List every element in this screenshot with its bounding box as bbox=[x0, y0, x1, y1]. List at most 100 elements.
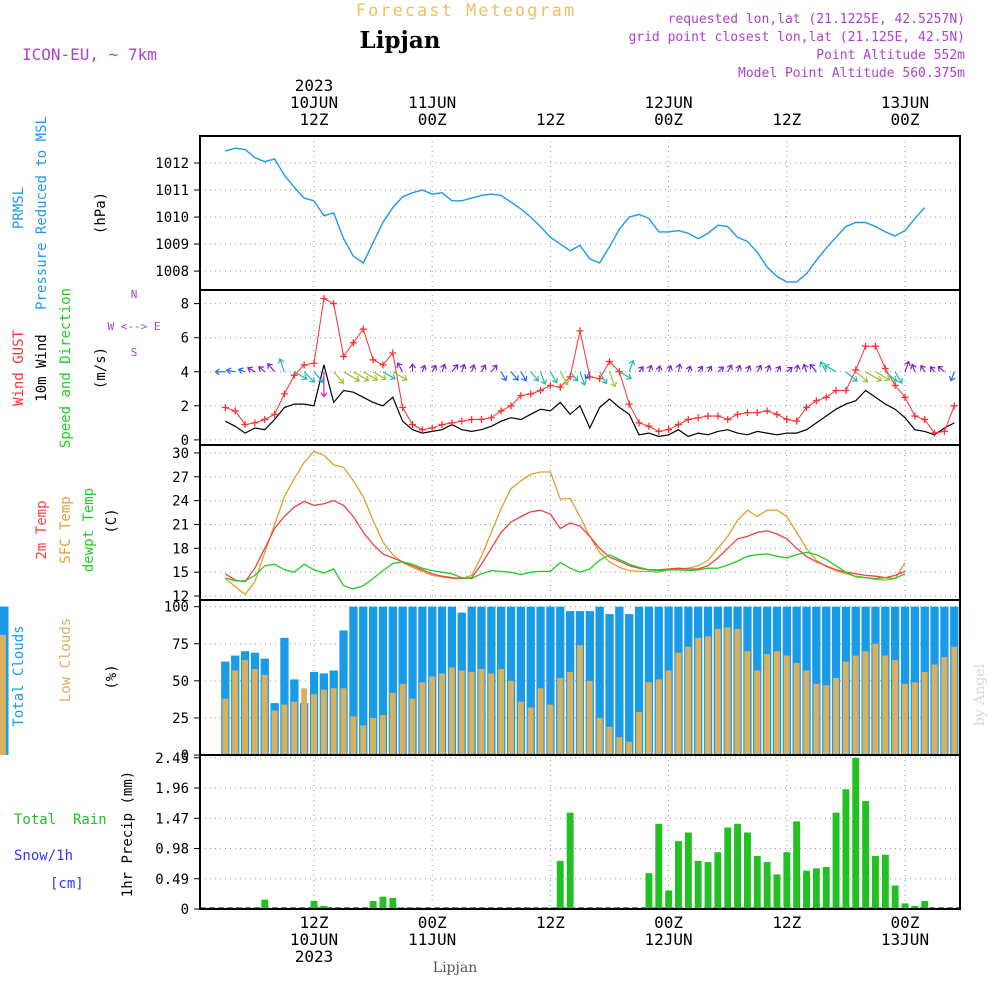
gust-marker bbox=[251, 419, 259, 427]
low-clouds-bar bbox=[882, 655, 889, 755]
total-clouds-bar bbox=[595, 606, 604, 755]
wind-direction-arrow bbox=[451, 364, 459, 373]
total-clouds-bar bbox=[418, 606, 427, 755]
sfc-temp-label: SFC Temp bbox=[58, 496, 74, 563]
total-clouds-bar bbox=[605, 614, 614, 755]
rain-bar bbox=[675, 841, 682, 909]
low-clouds-bar bbox=[399, 683, 406, 755]
wind-direction-arrow bbox=[277, 358, 285, 373]
snow-label: Snow/1h bbox=[14, 848, 73, 864]
gust-marker bbox=[891, 381, 899, 389]
rain-bar bbox=[310, 901, 318, 909]
gust-marker bbox=[625, 400, 633, 408]
wind-direction-arrow bbox=[875, 371, 891, 382]
clouds-ytick-label: 0 bbox=[181, 748, 189, 764]
temp2m-line bbox=[224, 499, 906, 583]
rain-bar bbox=[812, 868, 820, 909]
rain-bar bbox=[891, 885, 899, 909]
total-clouds-bar bbox=[625, 614, 634, 755]
top-time-label: 00Z bbox=[654, 110, 683, 129]
wind-direction-arrow bbox=[937, 365, 945, 373]
wind-direction-arrow bbox=[409, 363, 416, 372]
rain-bar bbox=[822, 867, 830, 909]
low-clouds-bar bbox=[271, 710, 278, 755]
total-clouds-bar bbox=[812, 606, 821, 755]
gust-marker bbox=[901, 393, 909, 401]
pressure-ytick-label: 1008 bbox=[155, 264, 189, 280]
wind-direction-arrow bbox=[313, 371, 324, 384]
top-time-label: 00Z bbox=[891, 110, 920, 129]
wind-panel-labels: Wind GUST 10m Wind Speed and Direction (… bbox=[11, 288, 160, 448]
wind-direction-arrow bbox=[549, 371, 558, 384]
temp-unit: (C) bbox=[104, 508, 120, 533]
bottom-time-label: 11JUN bbox=[408, 930, 456, 949]
wind-direction-arrow bbox=[819, 361, 827, 373]
low-clouds-bar bbox=[645, 682, 652, 755]
gust-marker bbox=[635, 419, 643, 427]
gust-line bbox=[225, 297, 955, 434]
low-clouds-bar bbox=[360, 725, 367, 755]
wind-direction-arrow bbox=[764, 364, 772, 373]
gust-marker bbox=[714, 412, 722, 420]
total-clouds-bar bbox=[280, 637, 289, 755]
wind-direction-arrow bbox=[430, 364, 437, 373]
total-clouds-bar bbox=[378, 606, 388, 755]
wind-direction-arrow bbox=[675, 363, 683, 372]
temp-ytick-label: 30 bbox=[172, 446, 189, 462]
low-clouds-bar bbox=[665, 670, 672, 755]
wind-direction-arrow bbox=[793, 364, 801, 372]
clouds-ytick-label: 75 bbox=[172, 637, 189, 653]
data-layer bbox=[0, 147, 960, 909]
low-clouds-bar bbox=[429, 676, 436, 755]
top-time-label: 12JUN bbox=[645, 93, 693, 112]
gust-marker bbox=[369, 356, 377, 364]
low-clouds-bar bbox=[783, 655, 790, 755]
bottom-time-label: 12Z bbox=[536, 913, 565, 932]
precip-unit: 1hr Precip (mm) bbox=[120, 771, 136, 897]
gust-marker bbox=[537, 386, 545, 394]
gust-marker bbox=[606, 358, 613, 366]
bottom-time-label: 2023 bbox=[295, 947, 334, 966]
sfc-temp-line bbox=[224, 450, 906, 596]
wind-direction-arrow bbox=[343, 371, 361, 382]
gust-marker bbox=[684, 415, 692, 423]
temp2m-label: 2m Temp bbox=[34, 500, 50, 559]
model-altitude: Model Point Altitude 560.375m bbox=[738, 66, 965, 81]
total-rain-label: Total Rain bbox=[14, 812, 107, 828]
wind-direction-arrow bbox=[237, 367, 246, 374]
low-clouds-bar bbox=[626, 741, 633, 755]
gust-marker bbox=[418, 426, 426, 434]
wind-direction-arrow bbox=[246, 366, 256, 373]
wind-direction-arrow bbox=[510, 371, 519, 381]
wind10m-line bbox=[225, 364, 955, 438]
pressure-ytick-label: 1010 bbox=[155, 210, 189, 226]
low-clouds-bar bbox=[498, 669, 505, 755]
gust-marker bbox=[862, 342, 870, 350]
low-clouds-bar bbox=[774, 651, 780, 755]
wind-direction-arrow bbox=[619, 371, 632, 380]
rain-bar bbox=[881, 854, 889, 909]
gust-marker bbox=[310, 359, 318, 367]
low-clouds-bar bbox=[311, 694, 317, 755]
gust-marker bbox=[507, 402, 515, 410]
wind-direction-arrow bbox=[855, 371, 869, 383]
low-clouds-bar bbox=[350, 716, 357, 755]
rain-bar bbox=[389, 897, 397, 909]
precip-ytick-label: 1.47 bbox=[155, 811, 189, 827]
gust-marker bbox=[379, 361, 387, 369]
low-clouds-bar bbox=[380, 715, 386, 755]
model-label: ICON-EU, ~ 7km bbox=[22, 45, 157, 64]
rain-bar bbox=[773, 874, 781, 909]
gust-marker bbox=[468, 415, 476, 423]
wind-direction-arrow bbox=[735, 364, 742, 373]
rain-bar bbox=[832, 812, 840, 909]
top-time-label: 00Z bbox=[418, 110, 447, 129]
low-clouds-bar bbox=[448, 667, 455, 755]
pressure-ytick-label: 1011 bbox=[155, 183, 189, 199]
wind-direction-arrow bbox=[894, 371, 903, 384]
gust-marker bbox=[674, 421, 682, 429]
clouds-ytick-label: 100 bbox=[164, 600, 189, 616]
wind-ytick-label: 4 bbox=[181, 365, 189, 381]
low-clouds-bar bbox=[931, 664, 938, 755]
gust-marker bbox=[566, 373, 574, 381]
